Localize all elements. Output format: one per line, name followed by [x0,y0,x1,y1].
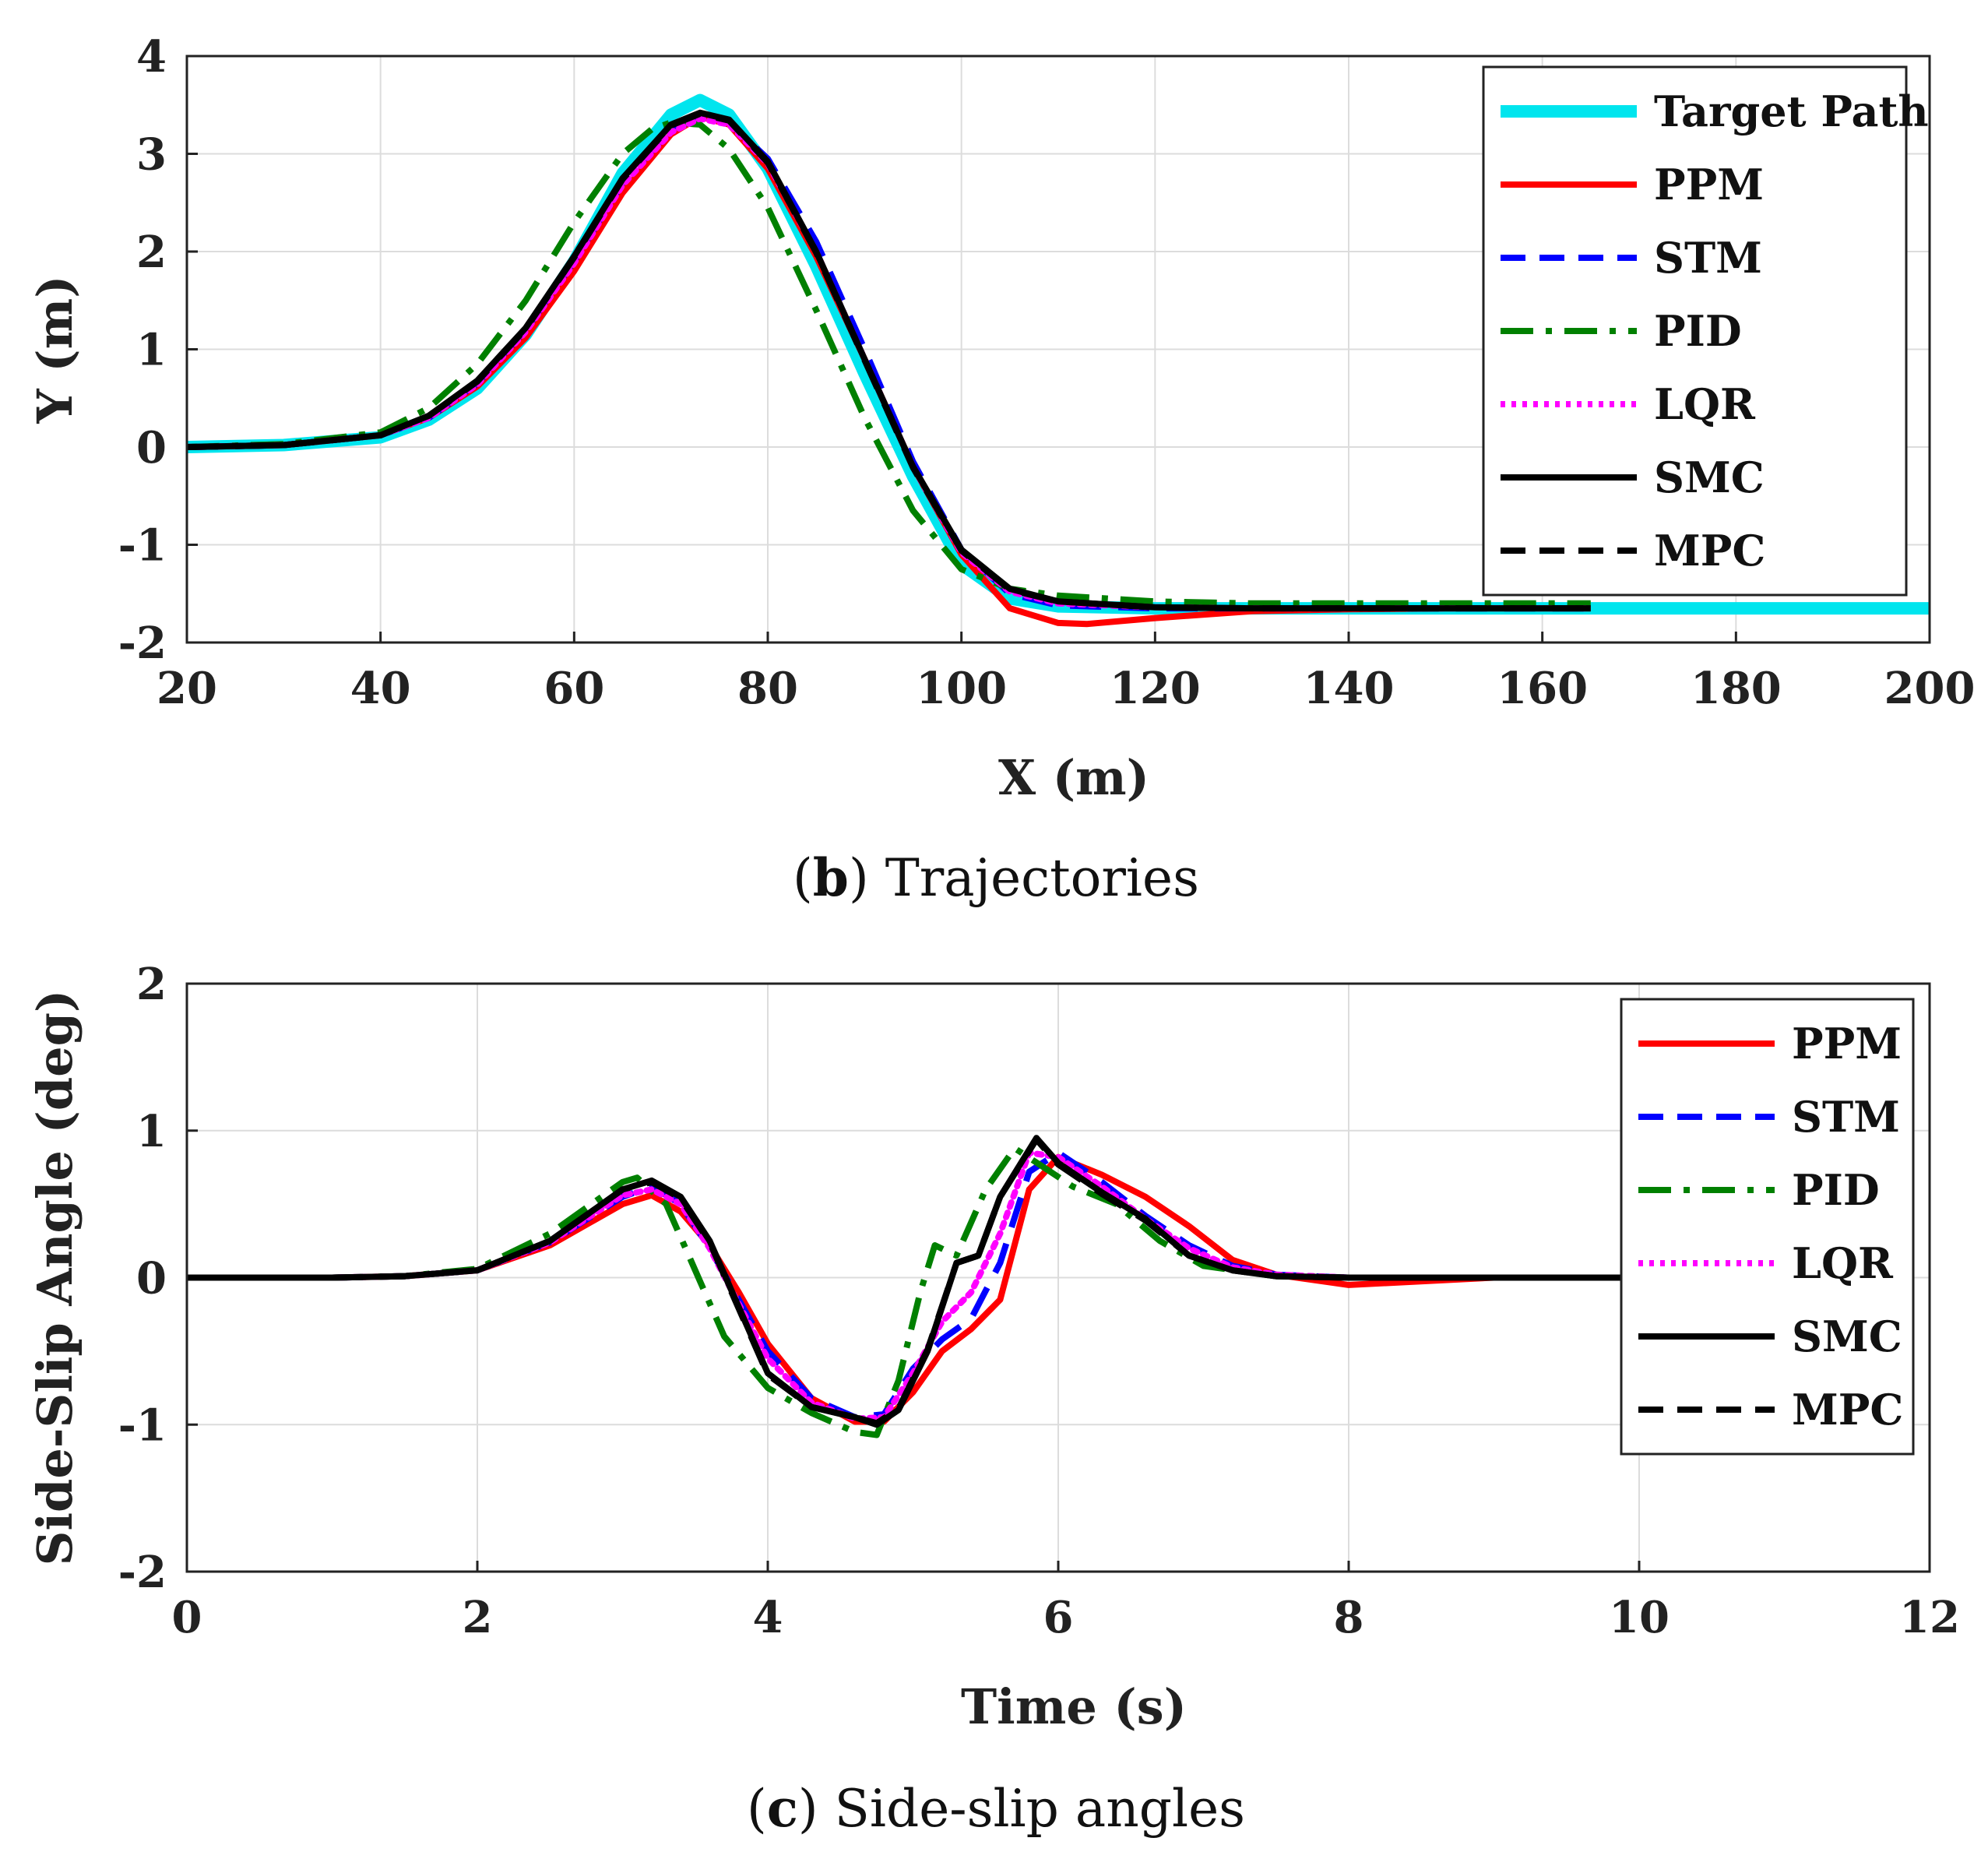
series-line-mpc [187,1136,1639,1427]
legend-label: PPM [1792,1019,1902,1069]
x-tick-label: 40 [350,663,411,714]
panel-caption: (b) Trajectories [793,847,1199,908]
x-tick-label: 160 [1497,663,1588,714]
legend-label: LQR [1792,1238,1894,1288]
caption-open-paren: ( [747,1779,767,1839]
y-tick-label: 4 [136,31,167,83]
legend-label: Target Path [1654,86,1929,136]
x-axis-label: Time (s) [961,1678,1187,1735]
x-tick-label: 10 [1609,1592,1670,1643]
legend-label: LQR [1654,379,1756,429]
x-tick-label: 8 [1334,1592,1364,1643]
series-group [187,93,1930,628]
legend-box [1620,998,1915,1456]
x-tick-label: 2 [463,1592,493,1643]
x-tick-label: 12 [1899,1592,1960,1643]
y-tick-label: -1 [118,520,167,572]
x-tick-label: 0 [172,1592,202,1643]
trajectories-panel: 20 40 60 80 100 120 140 160 180 200 4 3 2 1 0 -1 -2 X (m)… [26,31,1975,908]
caption-close-paren: ) [849,848,885,908]
caption-open-paren: ( [793,848,813,908]
y-axis-label: Y (m) [26,275,83,424]
panel-caption: (c) Side-slip angles [747,1778,1245,1839]
x-tick-label: 80 [737,663,798,714]
x-tick-label: 180 [1691,663,1782,714]
legend-label: STM [1792,1092,1900,1142]
y-tick-label: 0 [136,422,167,474]
y-tick-label: 3 [136,129,167,181]
x-tick-label: 4 [753,1592,783,1643]
y-tick-label: -1 [118,1400,167,1451]
series-group [187,1135,1642,1438]
y-tick-label: -2 [118,618,167,669]
y-tick-label: 2 [136,959,167,1010]
y-tick-label: 0 [136,1253,167,1304]
x-axis-label: X (m) [998,749,1149,806]
y-tick-label: 1 [136,1106,167,1157]
caption-text: Side-slip angles [835,1779,1245,1839]
axes-frame [185,982,1931,1573]
x-tick-label: 6 [1043,1592,1074,1643]
legend-label: SMC [1792,1312,1902,1361]
x-tick-label: 60 [544,663,604,714]
x-tick-label: 20 [157,663,217,714]
x-tick-label: 140 [1304,663,1395,714]
legend-label: STM [1654,233,1762,283]
legend-box [1482,65,1908,597]
caption-letter: b [813,847,849,908]
y-tick-label: 1 [136,325,167,376]
y-tick-label: 2 [136,227,167,278]
caption-close-paren: ) [798,1779,835,1839]
legend-label: PID [1654,306,1742,356]
legend-label: PPM [1654,160,1764,209]
legend-label: PID [1792,1165,1880,1215]
x-tick-label: 200 [1884,663,1976,714]
x-tick-label: 120 [1110,663,1201,714]
axes-frame [185,55,1931,644]
series-line-smc [187,109,1591,612]
legend-label: SMC [1654,452,1765,502]
x-tick-label: 100 [916,663,1007,714]
y-axis-label: Side-Slip Angle (deg) [26,990,83,1566]
legend-label: MPC [1654,526,1765,576]
caption-text: Trajectories [885,848,1199,908]
legend-label: MPC [1792,1385,1903,1435]
y-tick-label: -2 [118,1547,167,1598]
caption-letter: c [767,1778,798,1839]
